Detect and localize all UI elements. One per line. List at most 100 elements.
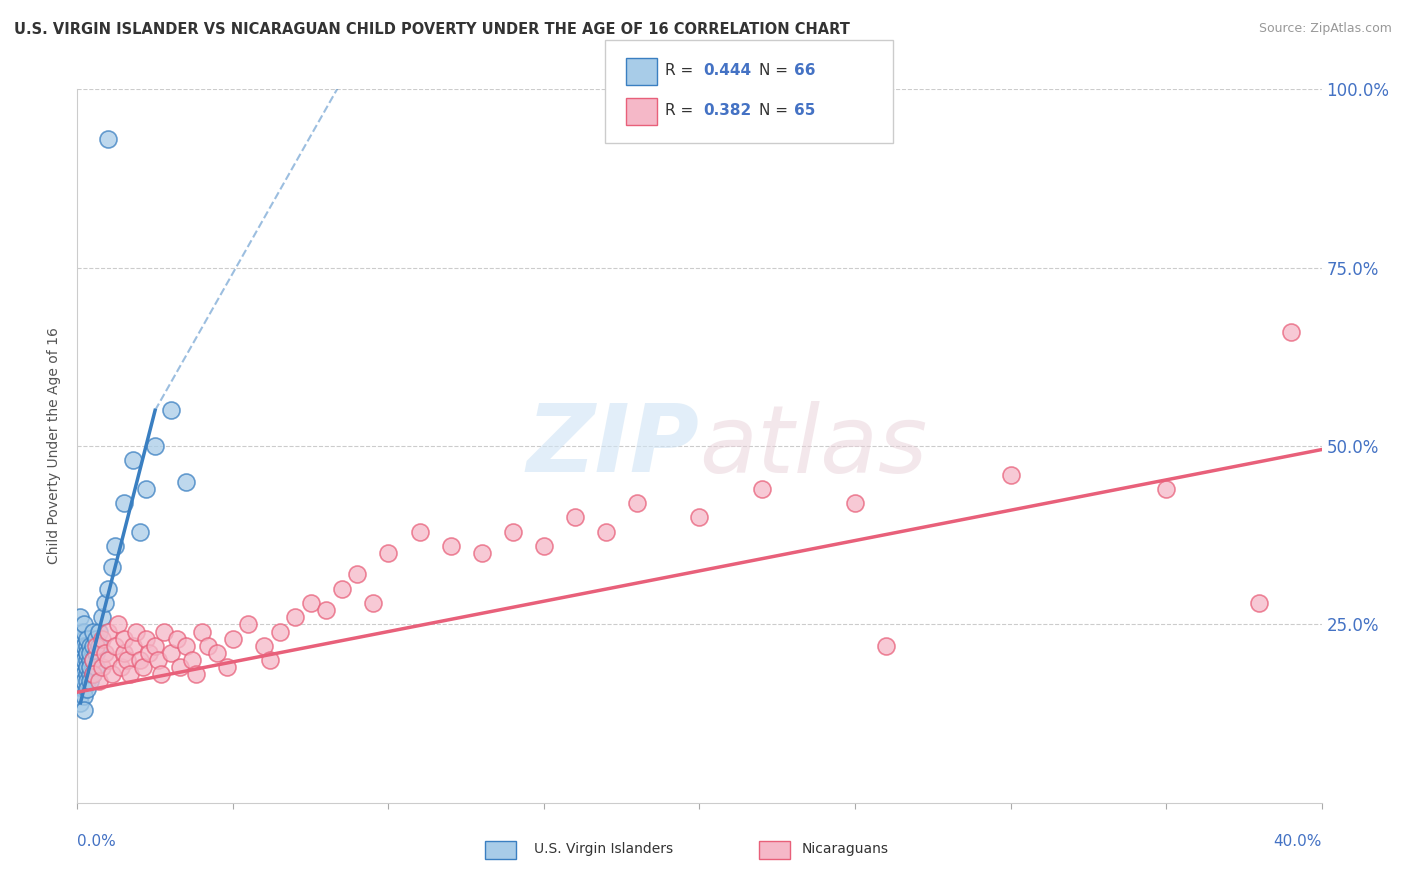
Point bbox=[135, 482, 157, 496]
FancyBboxPatch shape bbox=[605, 40, 893, 143]
Point bbox=[1154, 482, 1177, 496]
Point bbox=[72, 674, 94, 689]
Point bbox=[69, 610, 91, 624]
Point bbox=[315, 603, 337, 617]
Point bbox=[72, 660, 94, 674]
Text: U.S. Virgin Islanders: U.S. Virgin Islanders bbox=[534, 842, 673, 856]
FancyBboxPatch shape bbox=[759, 841, 790, 859]
Point bbox=[1249, 596, 1271, 610]
Text: 40.0%: 40.0% bbox=[1274, 834, 1322, 849]
Point bbox=[253, 639, 276, 653]
Point bbox=[166, 632, 188, 646]
Point bbox=[128, 524, 150, 539]
Point bbox=[112, 632, 135, 646]
Point bbox=[184, 667, 207, 681]
Point bbox=[174, 475, 197, 489]
Point bbox=[104, 639, 127, 653]
Point bbox=[82, 624, 104, 639]
Point bbox=[72, 689, 94, 703]
Point bbox=[150, 667, 173, 681]
Point bbox=[207, 646, 229, 660]
Point bbox=[79, 667, 101, 681]
Text: ZIP: ZIP bbox=[527, 400, 700, 492]
Text: U.S. VIRGIN ISLANDER VS NICARAGUAN CHILD POVERTY UNDER THE AGE OF 16 CORRELATION: U.S. VIRGIN ISLANDER VS NICARAGUAN CHILD… bbox=[14, 22, 851, 37]
Y-axis label: Child Poverty Under the Age of 16: Child Poverty Under the Age of 16 bbox=[48, 327, 62, 565]
Point bbox=[76, 639, 98, 653]
Point bbox=[87, 624, 110, 639]
Point bbox=[72, 674, 94, 689]
Point bbox=[69, 624, 91, 639]
Point bbox=[215, 660, 238, 674]
Point bbox=[115, 653, 138, 667]
Point bbox=[76, 660, 98, 674]
Point bbox=[69, 667, 91, 681]
Point bbox=[72, 667, 94, 681]
Point bbox=[72, 653, 94, 667]
Point bbox=[79, 674, 101, 689]
Text: 0.444: 0.444 bbox=[703, 63, 751, 78]
Point bbox=[97, 624, 120, 639]
Point bbox=[284, 610, 307, 624]
Point bbox=[76, 681, 98, 696]
Text: N =: N = bbox=[759, 103, 793, 118]
Point bbox=[143, 439, 166, 453]
Point bbox=[502, 524, 524, 539]
Point bbox=[122, 639, 145, 653]
Point bbox=[82, 639, 104, 653]
Point bbox=[79, 646, 101, 660]
Point bbox=[104, 539, 127, 553]
Point bbox=[72, 617, 94, 632]
Point bbox=[440, 539, 463, 553]
Point bbox=[82, 653, 104, 667]
Point bbox=[69, 660, 91, 674]
Point bbox=[87, 674, 110, 689]
Point bbox=[97, 653, 120, 667]
Point bbox=[181, 653, 204, 667]
Point bbox=[76, 646, 98, 660]
Point bbox=[76, 653, 98, 667]
Point bbox=[174, 639, 197, 653]
Point bbox=[82, 667, 104, 681]
Point bbox=[76, 674, 98, 689]
Point bbox=[751, 482, 773, 496]
Point bbox=[131, 660, 153, 674]
Point bbox=[72, 639, 94, 653]
Point bbox=[69, 674, 91, 689]
Point bbox=[97, 582, 120, 596]
Text: Source: ZipAtlas.com: Source: ZipAtlas.com bbox=[1258, 22, 1392, 36]
Point bbox=[330, 582, 353, 596]
Point bbox=[564, 510, 586, 524]
Point bbox=[122, 453, 145, 467]
Point bbox=[875, 639, 897, 653]
Point bbox=[112, 646, 135, 660]
Point bbox=[143, 639, 166, 653]
Point bbox=[159, 403, 181, 417]
Point bbox=[135, 632, 157, 646]
Point bbox=[72, 681, 94, 696]
Point bbox=[72, 639, 94, 653]
Point bbox=[128, 653, 150, 667]
Point bbox=[222, 632, 245, 646]
Point bbox=[120, 667, 142, 681]
Point bbox=[361, 596, 384, 610]
Point bbox=[84, 632, 107, 646]
Point bbox=[408, 524, 430, 539]
FancyBboxPatch shape bbox=[626, 58, 657, 85]
FancyBboxPatch shape bbox=[485, 841, 516, 859]
Point bbox=[72, 653, 94, 667]
Point bbox=[148, 653, 170, 667]
Point bbox=[100, 560, 122, 574]
Point bbox=[471, 546, 494, 560]
Point bbox=[76, 646, 98, 660]
Point bbox=[69, 689, 91, 703]
Point bbox=[94, 646, 117, 660]
Point bbox=[238, 617, 260, 632]
Point bbox=[79, 653, 101, 667]
Point bbox=[689, 510, 711, 524]
Text: Nicaraguans: Nicaraguans bbox=[801, 842, 889, 856]
Point bbox=[84, 646, 107, 660]
Point bbox=[79, 660, 101, 674]
Text: atlas: atlas bbox=[700, 401, 928, 491]
Text: R =: R = bbox=[665, 103, 699, 118]
Point bbox=[72, 632, 94, 646]
